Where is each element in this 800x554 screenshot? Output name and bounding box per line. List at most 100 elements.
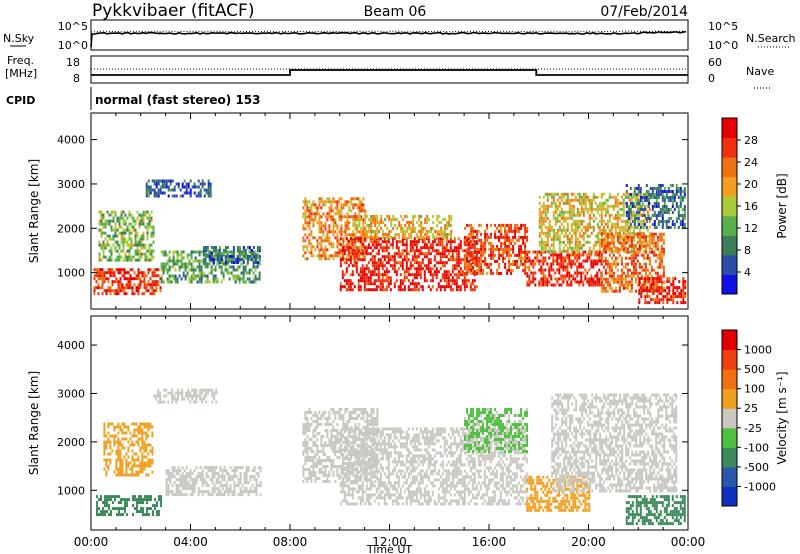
scatter-cell: [642, 235, 645, 239]
scatter-cell: [676, 301, 679, 305]
scatter-cell: [659, 220, 662, 223]
scatter-cell: [139, 280, 142, 284]
scatter-cell: [340, 209, 343, 213]
scatter-cell: [403, 276, 406, 280]
scatter-cell: [206, 265, 209, 269]
scatter-cell: [628, 289, 631, 293]
scatter-cell: [653, 211, 656, 214]
scatter-cell: [660, 298, 663, 302]
scatter-cell: [176, 262, 179, 266]
scatter-cell: [108, 213, 111, 217]
scatter-cell: [598, 231, 601, 235]
scatter-cell: [466, 247, 469, 251]
scatter-cell: [179, 481, 182, 485]
scatter-cell: [136, 243, 139, 247]
scatter-cell: [616, 262, 619, 266]
scatter-cell: [147, 191, 150, 195]
scatter-cell: [113, 292, 116, 296]
scatter-cell: [371, 240, 374, 244]
scatter-cell: [427, 240, 430, 244]
scatter-cell: [667, 196, 670, 199]
scatter-cell: [379, 261, 382, 265]
scatter-cell: [146, 225, 149, 229]
scatter-cell: [651, 196, 654, 199]
scatter-cell: [644, 277, 647, 281]
scatter-cell: [372, 215, 375, 218]
scatter-cell: [642, 225, 645, 229]
scatter-cell: [332, 197, 335, 201]
scatter-cell: [648, 286, 651, 290]
scatter-cell: [622, 235, 625, 239]
scatter-cell: [119, 280, 122, 284]
scatter-cell: [618, 249, 621, 253]
scatter-cell: [166, 277, 169, 281]
scatter-cell: [312, 203, 315, 207]
scatter-cell: [351, 240, 354, 244]
scatter-cell: [457, 246, 460, 250]
scatter-cell: [308, 218, 311, 222]
scatter-cell: [342, 242, 345, 246]
scatter-cell: [570, 192, 573, 196]
scatter-cell: [129, 274, 132, 278]
scatter-cell: [417, 267, 420, 271]
scatter-cell: [612, 222, 615, 226]
nave-label: Nave: [746, 65, 774, 78]
scatter-cell: [468, 265, 471, 269]
scatter-cell: [403, 279, 406, 283]
scatter-cell: [647, 196, 650, 199]
scatter-cell: [637, 184, 640, 187]
scatter-cell: [181, 397, 184, 401]
scatter-cell: [478, 259, 481, 263]
scatter-cell: [254, 280, 257, 284]
scatter-cell: [482, 271, 485, 275]
scatter-cell: [353, 264, 356, 268]
scatter-cell: [177, 469, 180, 473]
scatter-cell: [126, 249, 129, 253]
scatter-cell: [620, 237, 623, 241]
scatter-cell: [405, 243, 408, 247]
freq-left-tick-bottom: 8: [73, 72, 80, 85]
scatter-cell: [359, 258, 362, 262]
scatter-cell: [189, 179, 192, 183]
scatter-cell: [350, 233, 353, 237]
scatter-cell: [377, 243, 380, 247]
scatter-cell: [636, 232, 639, 236]
scatter-cell: [608, 192, 611, 196]
scatter-cell: [676, 289, 679, 293]
scatter-cell: [203, 182, 206, 186]
scatter-cell: [634, 244, 637, 248]
scatter-cell: [654, 286, 657, 290]
scatter-cell: [473, 249, 476, 253]
scatter-cell: [109, 452, 112, 456]
scatter-cell: [179, 478, 182, 482]
scatter-cell: [368, 230, 371, 233]
scatter-cell: [348, 215, 351, 219]
scatter-cell: [663, 187, 666, 190]
scatter-cell: [173, 481, 176, 485]
scatter-cell: [137, 277, 140, 281]
scatter-cell: [115, 268, 118, 272]
scatter-cell: [644, 274, 647, 278]
scatter-cell: [334, 206, 337, 210]
scatter-cell: [637, 190, 640, 193]
scatter-cell: [405, 261, 408, 265]
scatter-cell: [170, 274, 173, 278]
scatter-cell: [116, 258, 119, 262]
scatter-cell: [425, 246, 428, 250]
scatter-cell: [411, 246, 414, 250]
scatter-cell: [143, 431, 146, 435]
scatter-cell: [207, 191, 210, 195]
scatter-cell: [628, 274, 631, 278]
scatter-cell: [357, 252, 360, 256]
scatter-cell: [121, 437, 124, 441]
scatter-cell: [160, 268, 163, 272]
scatter-cell: [385, 267, 388, 271]
scatter-cell: [136, 231, 139, 235]
scatter-cell: [673, 193, 676, 196]
scatter-cell: [411, 288, 414, 292]
scatter-cell: [240, 250, 243, 254]
scatter-cell: [355, 264, 358, 268]
scatter-cell: [165, 487, 168, 491]
power-colorbar-segment: [722, 235, 737, 256]
scatter-cell: [304, 218, 307, 222]
